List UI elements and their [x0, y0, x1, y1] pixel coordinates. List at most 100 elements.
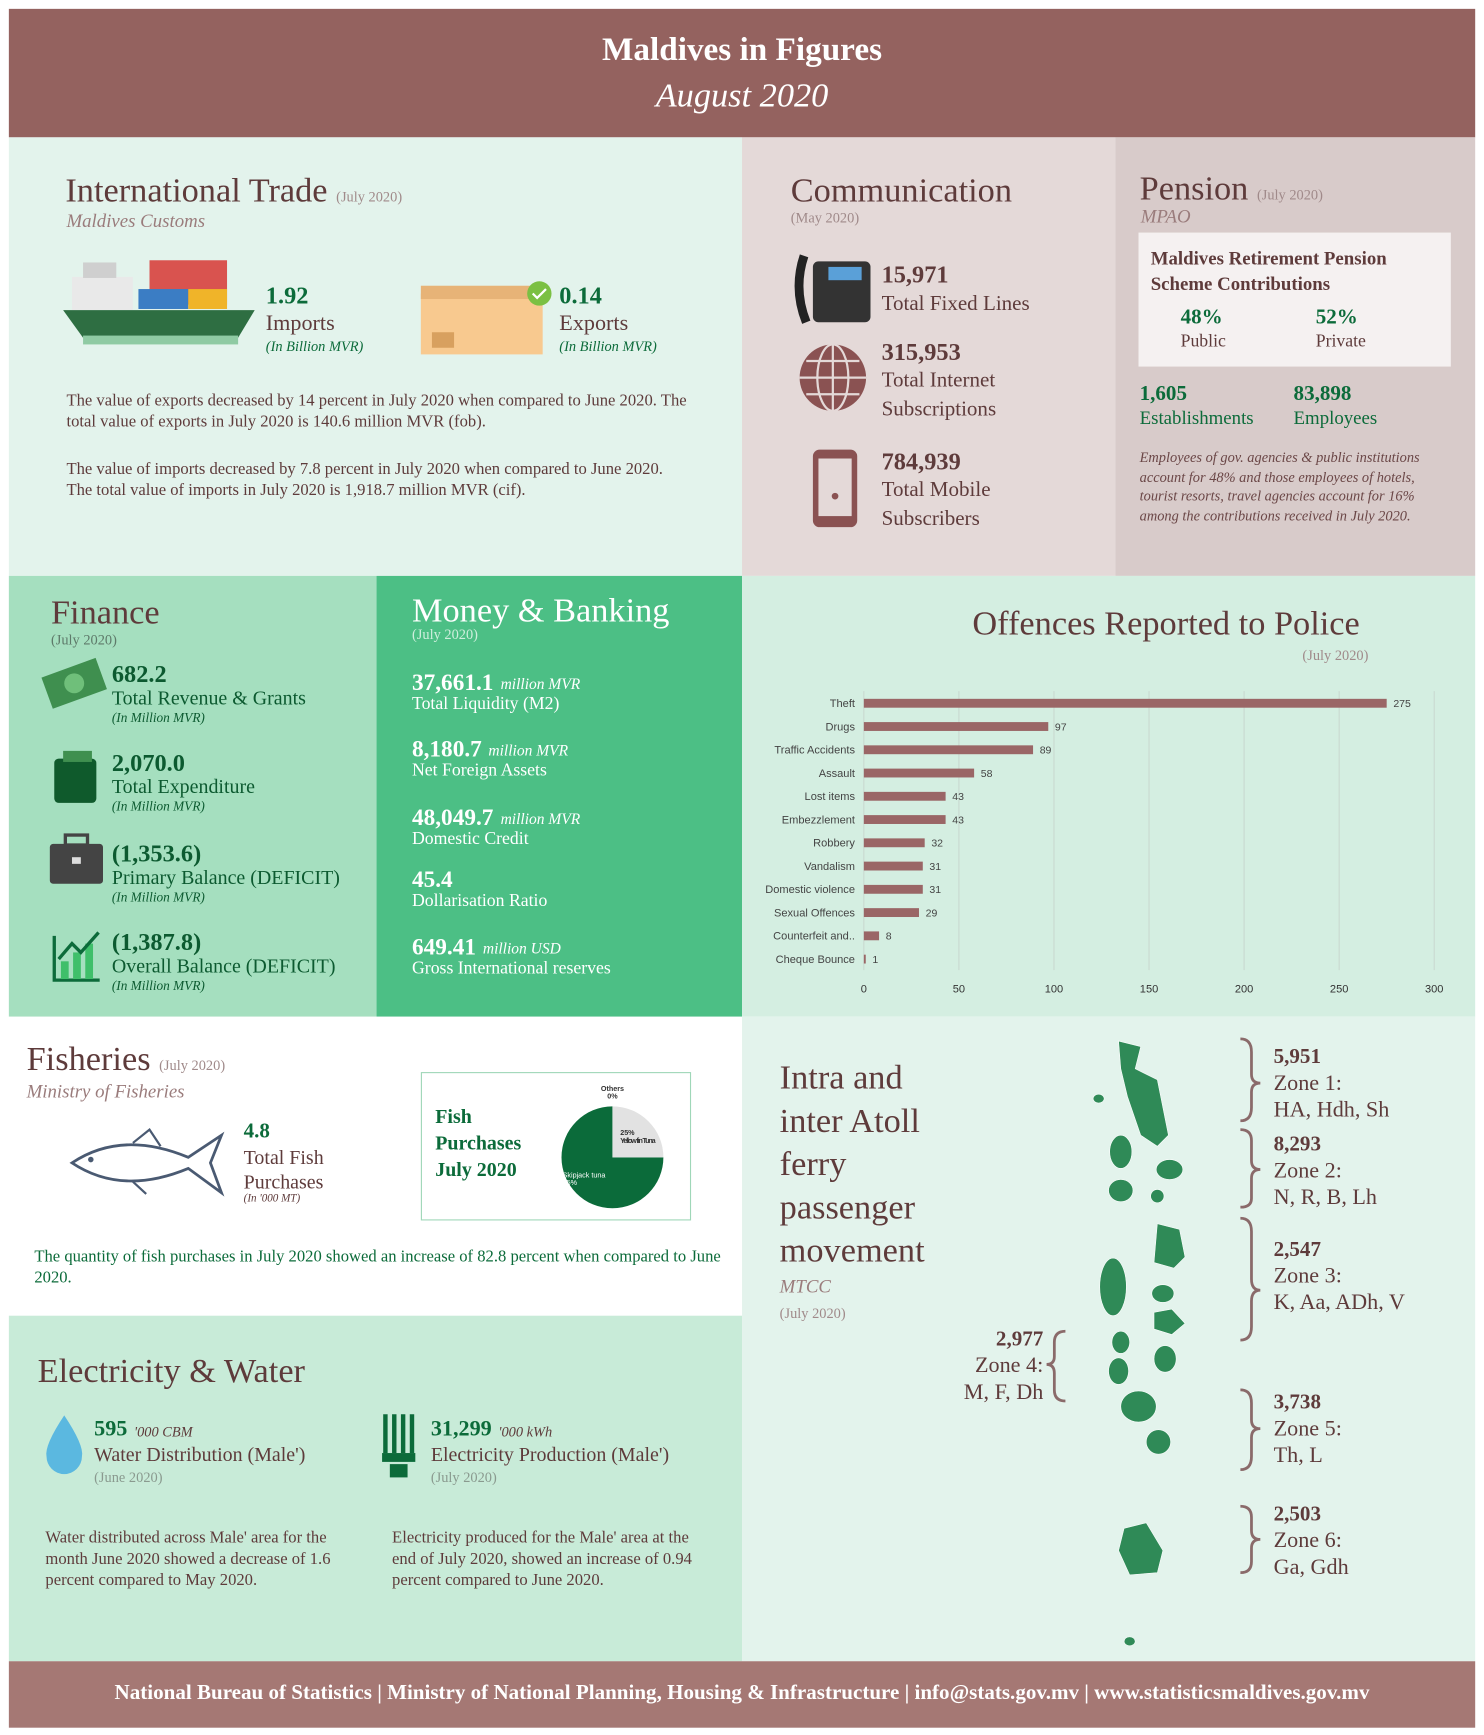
category-label: Domestic violence [765, 884, 855, 896]
note: Employees of gov. agencies & public inst… [1139, 448, 1420, 524]
paragraph: Water distributed across Male' area for … [45, 1529, 331, 1590]
box-icon [420, 281, 552, 355]
share-value: 52% [1315, 305, 1358, 329]
pie-title: Fish Purchases July 2020 [435, 1105, 522, 1181]
date: (May 2020) [790, 209, 860, 226]
trade-bg [8, 137, 743, 576]
fish-unit: (In '000 MT) [243, 1192, 301, 1205]
bar [863, 745, 1034, 755]
value-label: 31 [929, 884, 941, 896]
electricity-bg [8, 1315, 743, 1662]
elec-value: 595 [94, 1416, 128, 1441]
value-label: 1 [872, 954, 878, 966]
date: (July 2020) [1256, 186, 1323, 203]
communication-bg [742, 137, 1116, 576]
banking-unit: million MVR [500, 676, 581, 694]
elec-value: 31,299 [430, 1416, 492, 1441]
category-label: Embezzlement [782, 814, 855, 826]
category-label: Lost items [805, 791, 856, 803]
zone-value: 3,738 [1273, 1391, 1321, 1415]
bar [863, 815, 946, 824]
banking-unit: million MVR [500, 811, 581, 829]
imports-unit: (In Billion MVR) [265, 337, 364, 355]
finance-value: 2,070.0 [111, 748, 185, 777]
category-label: Cheque Bounce [776, 954, 855, 966]
pie-slice [612, 1106, 664, 1158]
category-label: Counterfeit and.. [773, 931, 855, 943]
banking-unit: million USD [482, 941, 561, 958]
finance-value: (1,353.6) [111, 839, 202, 868]
section-title: Electricity & Water [37, 1351, 305, 1390]
zone-name: Zone 6: [1273, 1528, 1342, 1553]
finance-label: Primary Balance (DEFICIT) [111, 866, 340, 889]
bar [863, 791, 946, 801]
share-value: 48% [1180, 305, 1223, 329]
finance-label: Total Expenditure [111, 775, 255, 798]
value-label: 8 [886, 931, 892, 943]
comm-value: 784,939 [881, 447, 961, 476]
zone-atolls: M, F, Dh [963, 1379, 1044, 1405]
bar-chart: 0 50 100 150 200 250 300 Theft 275 Drugs 97 Traffic… [765, 691, 1443, 995]
source: MTCC [779, 1275, 831, 1297]
slice-value: 25% [620, 1128, 635, 1137]
section-title: Pension (July 2020) [1140, 168, 1323, 208]
elec-date: (July 2020) [430, 1468, 497, 1486]
value-label: 275 [1393, 698, 1411, 710]
footer-bg [8, 1661, 1476, 1728]
value-label: 97 [1055, 721, 1067, 733]
banking-value: 649.41 [411, 933, 476, 961]
chart-subtitle: (July 2020) [1302, 646, 1369, 664]
share-label: Private [1315, 332, 1366, 352]
category-label: Sexual Offences [774, 907, 855, 919]
category-label: Traffic Accidents [774, 745, 855, 757]
pension-box [1138, 232, 1451, 367]
bar [863, 931, 880, 941]
bar [863, 954, 866, 964]
pie-slice [561, 1106, 664, 1209]
slice-value: 0% [607, 1092, 618, 1101]
zone-atolls: K, Aa, ADh, V [1273, 1290, 1405, 1315]
finance-icons [41, 657, 107, 982]
section-title: Intra and inter Atoll ferry passenger mo… [779, 1057, 925, 1270]
finance-value: 682.2 [111, 660, 167, 688]
value-label: 43 [952, 791, 964, 803]
count-label: Employees [1293, 407, 1378, 429]
finance-label: Overall Balance (DEFICIT) [111, 954, 336, 977]
category-label: Assault [819, 768, 855, 780]
ship-icon [63, 260, 255, 345]
banking-label: Gross International reserves [411, 959, 611, 978]
paragraph: The value of exports decreased by 14 per… [66, 392, 687, 431]
date: (July 2020) [159, 1056, 226, 1074]
comm-label: Total Mobile Subscribers [881, 478, 991, 531]
subtitle: August 2020 [655, 75, 829, 115]
banking-label: Total Liquidity (M2) [411, 694, 560, 714]
value-label: 58 [981, 768, 993, 780]
zone-atolls: HA, Hdh, Sh [1273, 1097, 1390, 1122]
bar [863, 722, 1049, 731]
section-title: Finance [50, 592, 160, 632]
section-title: Fisheries (July 2020) [27, 1039, 226, 1079]
share-label: Public [1180, 332, 1226, 352]
banking-label: Domestic Credit [411, 829, 529, 849]
zone-value: 2,503 [1273, 1502, 1321, 1527]
bulb-icon [382, 1414, 416, 1478]
pie-box [420, 1072, 692, 1221]
exports-value: 0.14 [559, 281, 602, 309]
x-tick-label: 100 [1045, 983, 1063, 995]
slice-name: Yellow fin Tuna [620, 1136, 656, 1145]
value-label: 43 [952, 814, 964, 826]
zone-atolls: N, R, B, Lh [1273, 1185, 1378, 1210]
source: Ministry of Fisheries [26, 1080, 185, 1102]
source: MPAO [1140, 205, 1191, 228]
title: Maldives in Figures [602, 31, 883, 68]
value-label: 29 [926, 907, 938, 919]
bar [863, 768, 975, 778]
finance-unit: (In Million MVR) [111, 889, 205, 905]
zone-name: Zone 4: [974, 1353, 1044, 1378]
zone-name: Zone 2: [1273, 1158, 1342, 1183]
count-label: Establishments [1139, 407, 1254, 429]
banking-label: Dollarisation Ratio [411, 891, 548, 911]
chart-title: Offences Reported to Police [972, 603, 1360, 643]
banking-value: 45.4 [411, 866, 453, 893]
comm-icons [794, 254, 871, 528]
